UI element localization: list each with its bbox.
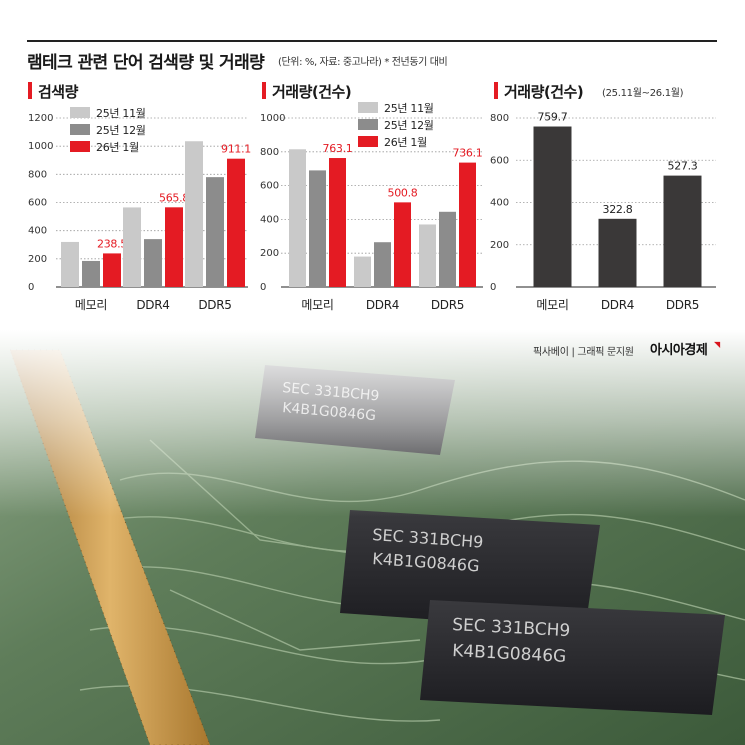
legend-swatch [358, 102, 378, 113]
category-label: DDR5 [198, 298, 231, 312]
bar [439, 211, 456, 287]
y-tick-label: 400 [490, 198, 509, 209]
chart-title-marker [28, 82, 32, 99]
bar [144, 239, 162, 287]
legend-swatch [358, 119, 378, 130]
legend-label: 26년 1월 [96, 141, 139, 154]
bar [419, 224, 436, 287]
brand-logo-text: 아시아경제 [650, 343, 708, 358]
category-label: DDR5 [666, 298, 699, 312]
bar [227, 158, 245, 287]
photo-fade [0, 330, 745, 745]
legend-label: 25년 11월 [96, 107, 146, 120]
bar [354, 256, 371, 287]
data-label: 763.1 [323, 142, 353, 155]
bar [374, 242, 391, 287]
y-tick-label: 200 [260, 248, 279, 259]
page-title: 램테크 관련 단어 검색량 및 거래량 [27, 53, 265, 73]
y-tick-label: 600 [490, 155, 509, 166]
legend-label: 25년 12월 [96, 124, 146, 137]
ram-module-photo: SEC 331BCH9 K4B1G0846G SEC 331BCH9 K4B1G… [0, 330, 745, 745]
chart-title-marker [262, 82, 266, 99]
y-tick-label: 200 [490, 240, 509, 251]
bar [289, 149, 306, 287]
bar [329, 158, 346, 287]
y-tick-label: 800 [490, 113, 509, 124]
unit-source-note: (단위: %, 자료: 중고나라) * 전년동기 대비 [278, 57, 448, 68]
bar [309, 170, 326, 287]
bar [533, 126, 572, 288]
bar [185, 141, 203, 287]
legend-label: 25년 11월 [384, 102, 434, 115]
chart-title: 검색량 [38, 83, 79, 101]
bar [206, 177, 224, 287]
legend-swatch [70, 107, 90, 118]
y-tick-label: 600 [260, 181, 279, 192]
data-label: 322.8 [603, 203, 633, 216]
legend-label: 25년 12월 [384, 119, 434, 132]
y-tick-label: 1000 [260, 113, 285, 124]
y-tick-label: 1200 [28, 113, 53, 124]
y-tick-label: 0 [260, 282, 266, 293]
bar [394, 202, 411, 287]
y-tick-label: 400 [28, 226, 47, 237]
y-tick-label: 200 [28, 254, 47, 265]
y-tick-label: 800 [260, 147, 279, 158]
category-label: DDR4 [366, 298, 399, 312]
y-tick-label: 800 [28, 169, 47, 180]
legend-label: 26년 1월 [384, 136, 427, 149]
bar [663, 175, 702, 287]
y-tick-label: 600 [28, 198, 47, 209]
category-label: 메모리 [536, 298, 568, 312]
data-label: 911.1 [221, 143, 251, 156]
category-label: DDR5 [431, 298, 464, 312]
chart-subtitle: (25.11월~26.1월) [602, 87, 684, 99]
category-label: 메모리 [75, 298, 107, 312]
category-label: DDR4 [601, 298, 634, 312]
bar [123, 207, 141, 287]
bar [459, 162, 476, 287]
data-label: 759.7 [538, 111, 568, 124]
category-label: 메모리 [301, 298, 333, 312]
y-tick-label: 0 [28, 282, 34, 293]
category-label: DDR4 [136, 298, 169, 312]
y-tick-label: 400 [260, 214, 279, 225]
legend-swatch [358, 136, 378, 147]
charts-area: 검색량 0 200 400 600 800 1000 1200 238.5 메모리 565.8 DDR… [28, 82, 716, 312]
bar [82, 260, 100, 287]
y-tick-label: 0 [490, 282, 496, 293]
bar [103, 253, 121, 287]
legend-swatch [70, 124, 90, 135]
data-label: 238.5 [97, 237, 127, 250]
graphic-credit: 픽사베이 | 그래픽 문지원 [533, 347, 634, 358]
legend-swatch [70, 141, 90, 152]
bar [598, 218, 637, 287]
chart-title: 거래량(건수) [504, 83, 583, 101]
chart-title: 거래량(건수) [272, 83, 351, 101]
data-label: 736.1 [453, 147, 483, 160]
data-label: 500.8 [388, 186, 418, 199]
data-label: 527.3 [668, 160, 698, 173]
y-tick-label: 1000 [28, 141, 53, 152]
chart-title-marker [494, 82, 498, 99]
bar [165, 207, 183, 287]
top-rule [27, 40, 717, 42]
brand-mark-icon: ◥ [714, 340, 721, 349]
bar [61, 241, 79, 287]
data-label: 565.8 [159, 191, 189, 204]
